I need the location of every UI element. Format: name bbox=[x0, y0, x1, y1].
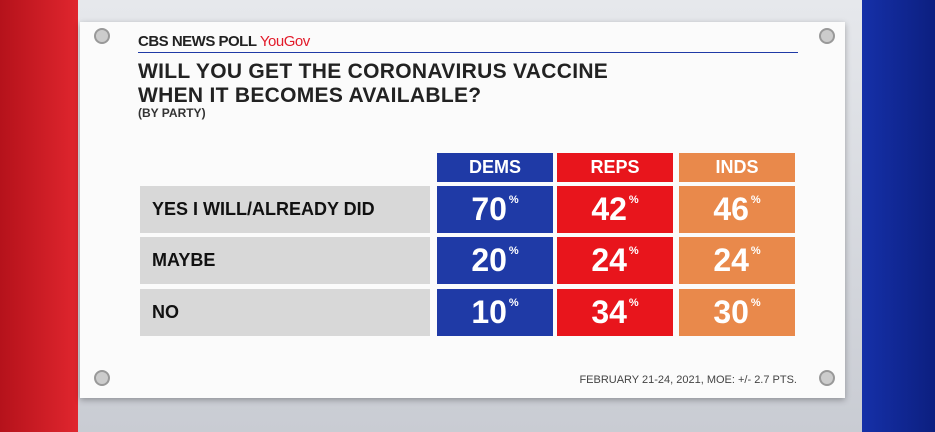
value: 30 bbox=[713, 294, 749, 330]
value-cell: 10% bbox=[437, 289, 553, 336]
value: 42 bbox=[591, 191, 627, 227]
column-header: REPS bbox=[557, 153, 673, 182]
unit: % bbox=[750, 245, 761, 257]
blue-band bbox=[862, 0, 935, 432]
value-cell: 24% bbox=[679, 237, 795, 284]
value-cell: 70% bbox=[437, 186, 553, 233]
value-cell: 34% bbox=[557, 289, 673, 336]
unit: % bbox=[628, 194, 639, 206]
footer: FEBRUARY 21-24, 2021, MOE: +/- 2.7 PTS. bbox=[579, 374, 797, 386]
row-label: YES I WILL/ALREADY DID bbox=[140, 186, 430, 233]
panel: CBS NEWS POLL YouGov WILL YOU GET THE CO… bbox=[80, 22, 845, 398]
rule bbox=[138, 52, 798, 53]
bolt bbox=[819, 28, 835, 44]
value: 24 bbox=[713, 242, 749, 278]
logo: CBS NEWS POLL YouGov bbox=[138, 33, 310, 50]
value: 46 bbox=[713, 191, 749, 227]
value-cell: 20% bbox=[437, 237, 553, 284]
unit: % bbox=[750, 194, 761, 206]
value: 10 bbox=[471, 294, 507, 330]
bolt bbox=[94, 28, 110, 44]
bolt bbox=[819, 370, 835, 386]
red-band bbox=[0, 0, 78, 432]
value: 24 bbox=[591, 242, 627, 278]
value-cell: 30% bbox=[679, 289, 795, 336]
unit: % bbox=[628, 297, 639, 309]
value-cell: 42% bbox=[557, 186, 673, 233]
unit: % bbox=[628, 245, 639, 257]
bolt bbox=[94, 370, 110, 386]
unit: % bbox=[508, 297, 519, 309]
value-cell: 24% bbox=[557, 237, 673, 284]
value: 70 bbox=[471, 191, 507, 227]
column-header: DEMS bbox=[437, 153, 553, 182]
title: WHEN IT BECOMES AVAILABLE? bbox=[138, 84, 482, 107]
row-label: MAYBE bbox=[140, 237, 430, 284]
value: 20 bbox=[471, 242, 507, 278]
row-label: NO bbox=[140, 289, 430, 336]
column-header: INDS bbox=[679, 153, 795, 182]
unit: % bbox=[508, 245, 519, 257]
value: 34 bbox=[591, 294, 627, 330]
partner: YouGov bbox=[259, 33, 310, 50]
value-cell: 46% bbox=[679, 186, 795, 233]
unit: % bbox=[508, 194, 519, 206]
subtitle: (BY PARTY) bbox=[138, 106, 206, 120]
brand: CBS NEWS POLL bbox=[138, 33, 257, 50]
unit: % bbox=[750, 297, 761, 309]
title: WILL YOU GET THE CORONAVIRUS VACCINE bbox=[138, 60, 609, 83]
